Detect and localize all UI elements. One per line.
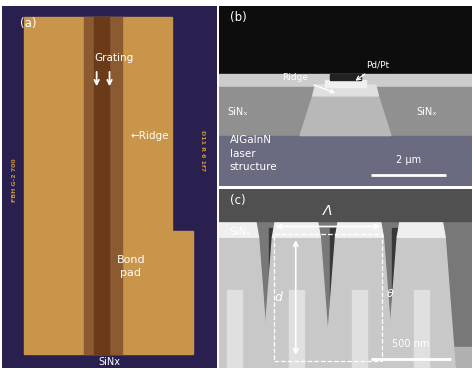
Text: SiNₓ: SiNₓ	[227, 107, 247, 117]
Bar	[227, 290, 242, 368]
Bar	[219, 6, 472, 74]
Text: D11 R 6 1f7: D11 R 6 1f7	[200, 130, 205, 171]
Bar	[330, 74, 361, 80]
Text: (b): (b)	[229, 11, 246, 24]
Polygon shape	[313, 85, 378, 96]
Bar	[289, 290, 304, 368]
Bar	[219, 189, 472, 221]
Bar	[219, 74, 472, 87]
Text: ←Ridge: ←Ridge	[131, 131, 169, 141]
Polygon shape	[24, 17, 193, 354]
Polygon shape	[387, 237, 455, 368]
Polygon shape	[262, 237, 330, 368]
Bar	[414, 290, 429, 368]
Text: Ridge: Ridge	[283, 73, 334, 93]
Text: Pd/Pt: Pd/Pt	[356, 61, 389, 80]
Polygon shape	[273, 223, 320, 237]
Bar	[269, 228, 298, 368]
Bar	[273, 234, 382, 361]
Bar	[325, 80, 366, 87]
Text: (a): (a)	[19, 17, 36, 30]
Text: Grating: Grating	[94, 53, 133, 63]
Text: AlGaInN
laser
structure: AlGaInN laser structure	[229, 135, 277, 172]
Bar	[94, 17, 109, 354]
Polygon shape	[201, 237, 269, 368]
Text: SiNₓ: SiNₓ	[229, 227, 252, 237]
Text: Bond
pad: Bond pad	[117, 255, 145, 279]
Text: SiNx: SiNx	[99, 357, 120, 367]
Bar	[392, 228, 421, 368]
Bar	[352, 290, 367, 368]
Text: SiNₓ: SiNₓ	[416, 107, 437, 117]
Text: (c): (c)	[229, 194, 245, 207]
Polygon shape	[300, 96, 391, 136]
Polygon shape	[397, 223, 445, 237]
Text: d: d	[274, 291, 282, 304]
Bar	[219, 136, 472, 186]
Polygon shape	[336, 223, 383, 237]
Text: θ: θ	[387, 290, 394, 299]
Polygon shape	[210, 223, 258, 237]
Text: Λ: Λ	[323, 203, 333, 217]
Bar	[84, 17, 122, 354]
Bar	[219, 347, 472, 368]
Text: FBH G-2 700: FBH G-2 700	[12, 158, 17, 202]
Bar	[330, 228, 359, 368]
Bar	[219, 87, 472, 136]
Text: 2 μm: 2 μm	[396, 155, 421, 165]
Polygon shape	[325, 237, 393, 368]
Text: 500 nm: 500 nm	[392, 339, 430, 349]
